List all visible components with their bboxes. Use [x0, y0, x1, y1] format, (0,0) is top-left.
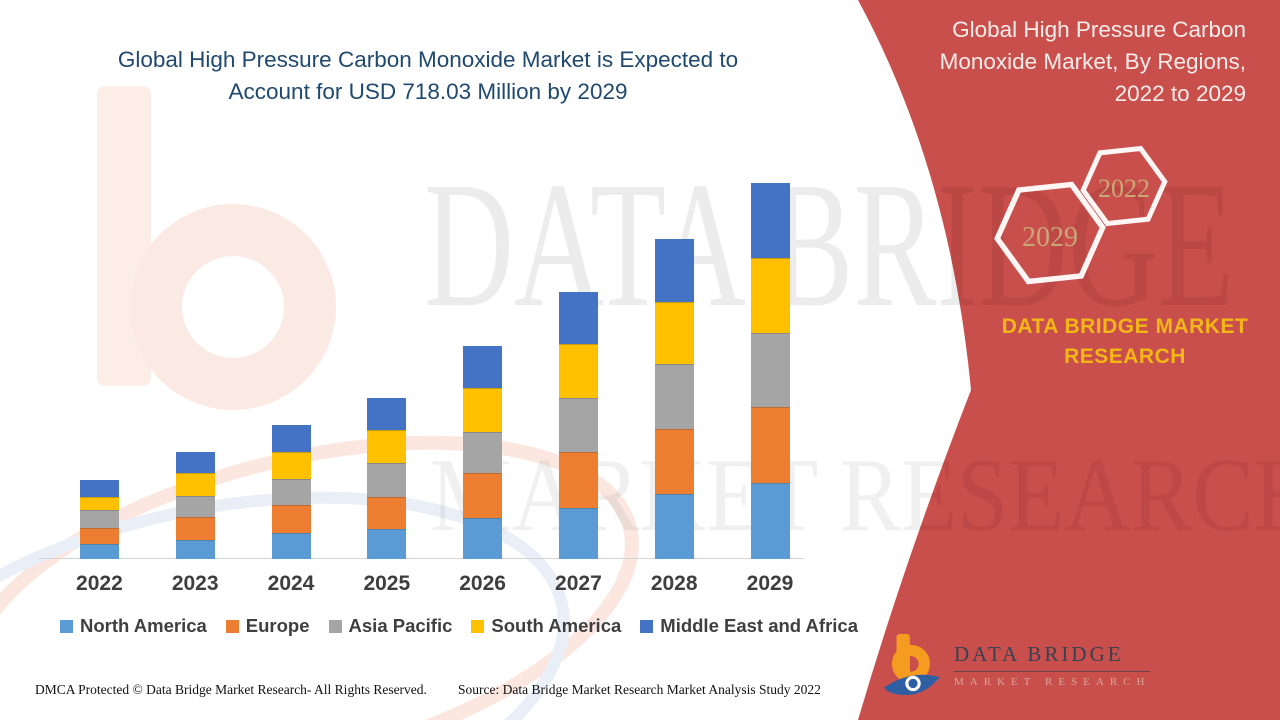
ribbon-heading-line2: Monoxide Market, By Regions,: [939, 49, 1246, 74]
x-axis-label-2028: 2028: [650, 572, 698, 595]
bar-segment-middle-east-and-africa: [750, 183, 790, 259]
red-ribbon: [858, 0, 1280, 720]
legend-label: North America: [80, 615, 207, 636]
bar-segment-europe: [463, 473, 503, 518]
bar-segment-middle-east-and-africa: [271, 424, 311, 452]
x-axis-label-2029: 2029: [746, 572, 794, 595]
bar-segment-middle-east-and-africa: [463, 346, 503, 389]
x-axis-label-2027: 2027: [555, 572, 602, 595]
bar-2023: [175, 452, 215, 559]
bar-segment-europe: [750, 407, 790, 484]
bar-segment-north-america: [175, 540, 215, 559]
legend-item-south-america: South America: [471, 615, 621, 637]
bar-segment-asia-pacific: [79, 510, 119, 529]
legend-label: South America: [491, 615, 622, 636]
bar-segment-europe: [175, 517, 215, 540]
brand-caption-line2: RESEARCH: [1064, 345, 1186, 368]
bar-segment-middle-east-and-africa: [558, 292, 598, 345]
bar-segment-asia-pacific: [558, 398, 598, 453]
bar-segment-south-america: [654, 302, 694, 365]
bar-segment-asia-pacific: [463, 432, 503, 474]
bar-segment-europe: [271, 504, 311, 533]
bar-segment-south-america: [463, 388, 503, 433]
bar-segment-north-america: [463, 518, 503, 559]
legend-label: Middle East and Africa: [660, 615, 858, 636]
legend-item-europe: Europe: [225, 615, 310, 637]
bar-segment-middle-east-and-africa: [367, 398, 407, 431]
x-axis-label-2022: 2022: [76, 572, 123, 595]
ribbon-heading: Global High Pressure Carbon Monoxide Mar…: [826, 14, 1246, 110]
bar-segment-asia-pacific: [271, 478, 311, 505]
bar-2024: [271, 424, 311, 559]
ribbon-heading-line3: 2022 to 2029: [1114, 81, 1246, 106]
x-axis-line: [38, 558, 804, 559]
legend-item-north-america: North America: [60, 615, 207, 637]
bar-segment-middle-east-and-africa: [175, 452, 215, 474]
bar-2025: [367, 398, 407, 559]
legend-marker: [328, 619, 342, 633]
bar-segment-south-america: [79, 497, 119, 511]
page-title: Global High Pressure Carbon Monoxide Mar…: [28, 44, 828, 108]
bar-segment-asia-pacific: [367, 463, 407, 498]
footer-source-text: Source: Data Bridge Market Research Mark…: [458, 682, 821, 697]
legend-marker: [471, 619, 485, 633]
bar-segment-asia-pacific: [750, 333, 790, 408]
bar-segment-europe: [79, 528, 119, 545]
data-bridge-logo: DATA BRIDGE MARKET RESEARCH: [882, 632, 1222, 704]
bar-segment-middle-east-and-africa: [79, 480, 119, 498]
bar-segment-asia-pacific: [654, 364, 694, 430]
data-bridge-logo-icon: [884, 634, 940, 696]
ribbon-heading-line1: Global High Pressure Carbon: [952, 17, 1246, 42]
legend-item-asia-pacific: Asia Pacific: [328, 615, 453, 637]
brand-caption: DATA BRIDGE MARKET RESEARCH: [980, 312, 1270, 372]
ghost-logo-watermark: [0, 86, 639, 720]
hexagon-2029-label: 2029: [1022, 222, 1078, 253]
page-title-line1: Global High Pressure Carbon Monoxide Mar…: [117, 47, 739, 72]
bar-segment-middle-east-and-africa: [654, 239, 694, 303]
legend-item-middle-east-and-africa: Middle East and Africa: [640, 615, 858, 637]
logo-text-block: DATA BRIDGE MARKET RESEARCH: [954, 632, 1151, 688]
legend-marker: [60, 619, 73, 633]
footer-dmca-text: DMCA Protected © Data Bridge Market Rese…: [35, 682, 427, 697]
bar-segment-north-america: [558, 508, 598, 559]
bar-2026: [463, 346, 503, 559]
brand-caption-line1: DATA BRIDGE MARKET: [1001, 315, 1249, 338]
bar-segment-europe: [367, 497, 407, 529]
bar-2029: [750, 183, 790, 559]
bar-segment-asia-pacific: [175, 496, 215, 518]
bar-segment-north-america: [654, 494, 694, 559]
logo-name: DATA BRIDGE: [954, 642, 1151, 672]
hexagon-2022: [1080, 145, 1168, 227]
bar-segment-south-america: [175, 473, 215, 497]
bar-segment-north-america: [750, 483, 790, 559]
x-axis-label-2023: 2023: [171, 572, 219, 595]
bar-segment-north-america: [271, 532, 311, 559]
legend-label: Asia Pacific: [348, 615, 453, 636]
bar-2028: [654, 239, 694, 559]
bar-segment-europe: [654, 429, 694, 495]
legend-marker: [640, 619, 654, 633]
bar-segment-south-america: [558, 344, 598, 399]
x-axis-label-2026: 2026: [459, 572, 506, 595]
bar-2027: [558, 292, 598, 559]
bar-segment-north-america: [367, 529, 407, 559]
logo-subtitle: MARKET RESEARCH: [954, 676, 1151, 688]
bar-segment-south-america: [367, 430, 407, 464]
bar-segment-south-america: [271, 451, 311, 479]
hexagon-2022-label: 2022: [1098, 174, 1150, 203]
bar-segment-north-america: [79, 544, 119, 559]
bar-2022: [79, 480, 119, 559]
hexagon-badges: 2022 2029: [994, 145, 1168, 285]
page-title-line2: Account for USD 718.03 Million by 2029: [228, 79, 628, 104]
bar-segment-south-america: [750, 258, 790, 334]
bar-segment-europe: [558, 452, 598, 508]
legend-marker: [225, 619, 239, 633]
x-axis-label-2024: 2024: [267, 572, 315, 595]
hexagon-2029: [994, 181, 1106, 285]
legend-label: Europe: [245, 615, 310, 636]
x-axis-label-2025: 2025: [363, 572, 411, 595]
chart-legend: North America Europe Asia Pacific South Ame…: [60, 615, 858, 637]
